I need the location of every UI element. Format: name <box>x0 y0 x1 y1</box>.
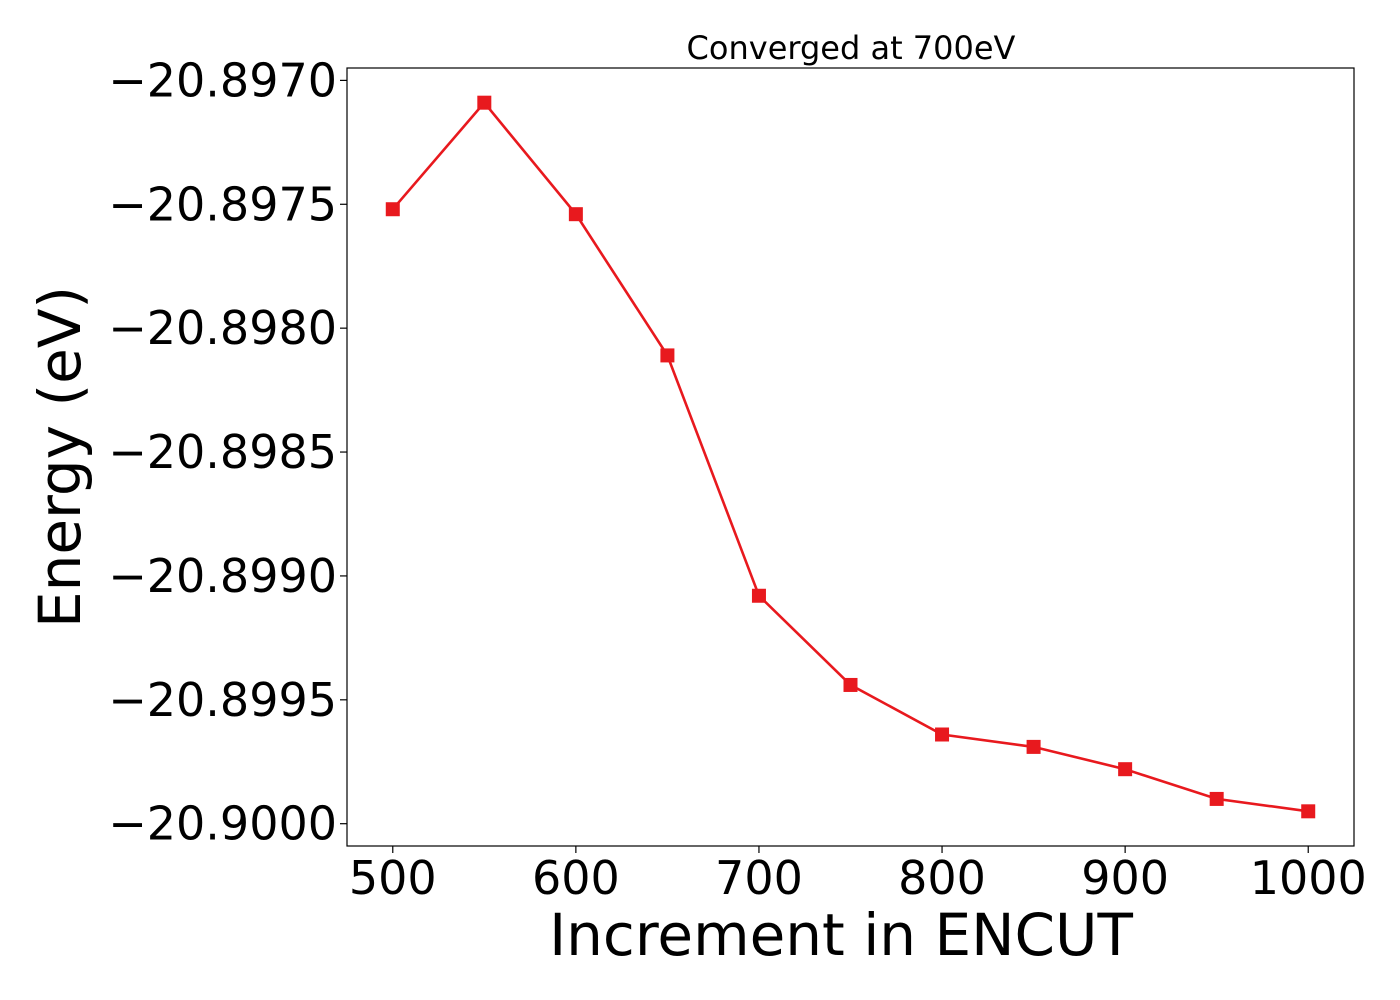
y-tick-label: −20.8995 <box>108 673 337 727</box>
data-point-marker <box>660 348 675 363</box>
y-tick-label: −20.8970 <box>108 53 337 107</box>
y-axis-ticks: −20.8970 −20.8975 −20.8980 −20.8985 −20.8990… <box>108 53 347 851</box>
data-point-marker <box>1026 739 1041 754</box>
x-tick-label: 900 <box>1081 851 1169 905</box>
data-point-marker <box>751 588 766 603</box>
y-tick-label: −20.9000 <box>108 797 337 851</box>
data-point-marker <box>1209 791 1224 806</box>
y-tick-label: −20.8985 <box>108 425 337 479</box>
x-axis-ticks: 500 600 700 800 900 1000 <box>349 846 1367 905</box>
data-point-marker <box>477 95 492 110</box>
plot-frame <box>346 67 1355 847</box>
data-point-marker <box>1301 804 1316 819</box>
series-line <box>391 100 1309 813</box>
y-tick-label: −20.8975 <box>108 177 337 231</box>
x-tick-label: 500 <box>349 851 437 905</box>
y-tick-label: −20.8990 <box>108 549 337 603</box>
data-point-marker <box>385 202 400 217</box>
series-layer <box>385 95 1316 819</box>
x-tick-label: 700 <box>715 851 803 905</box>
chart-title: Converged at 700eV <box>687 29 1016 67</box>
data-point-marker <box>1118 762 1133 777</box>
y-tick-label: −20.8980 <box>108 301 337 355</box>
y-axis-label: Energy (eV) <box>26 286 94 628</box>
x-tick-label: 1000 <box>1250 851 1367 905</box>
data-point-marker <box>843 677 858 692</box>
x-tick-label: 800 <box>898 851 986 905</box>
data-point-marker <box>935 727 950 742</box>
data-point-marker <box>568 207 583 222</box>
x-tick-label: 600 <box>532 851 620 905</box>
x-axis-label: Increment in ENCUT <box>549 901 1133 969</box>
